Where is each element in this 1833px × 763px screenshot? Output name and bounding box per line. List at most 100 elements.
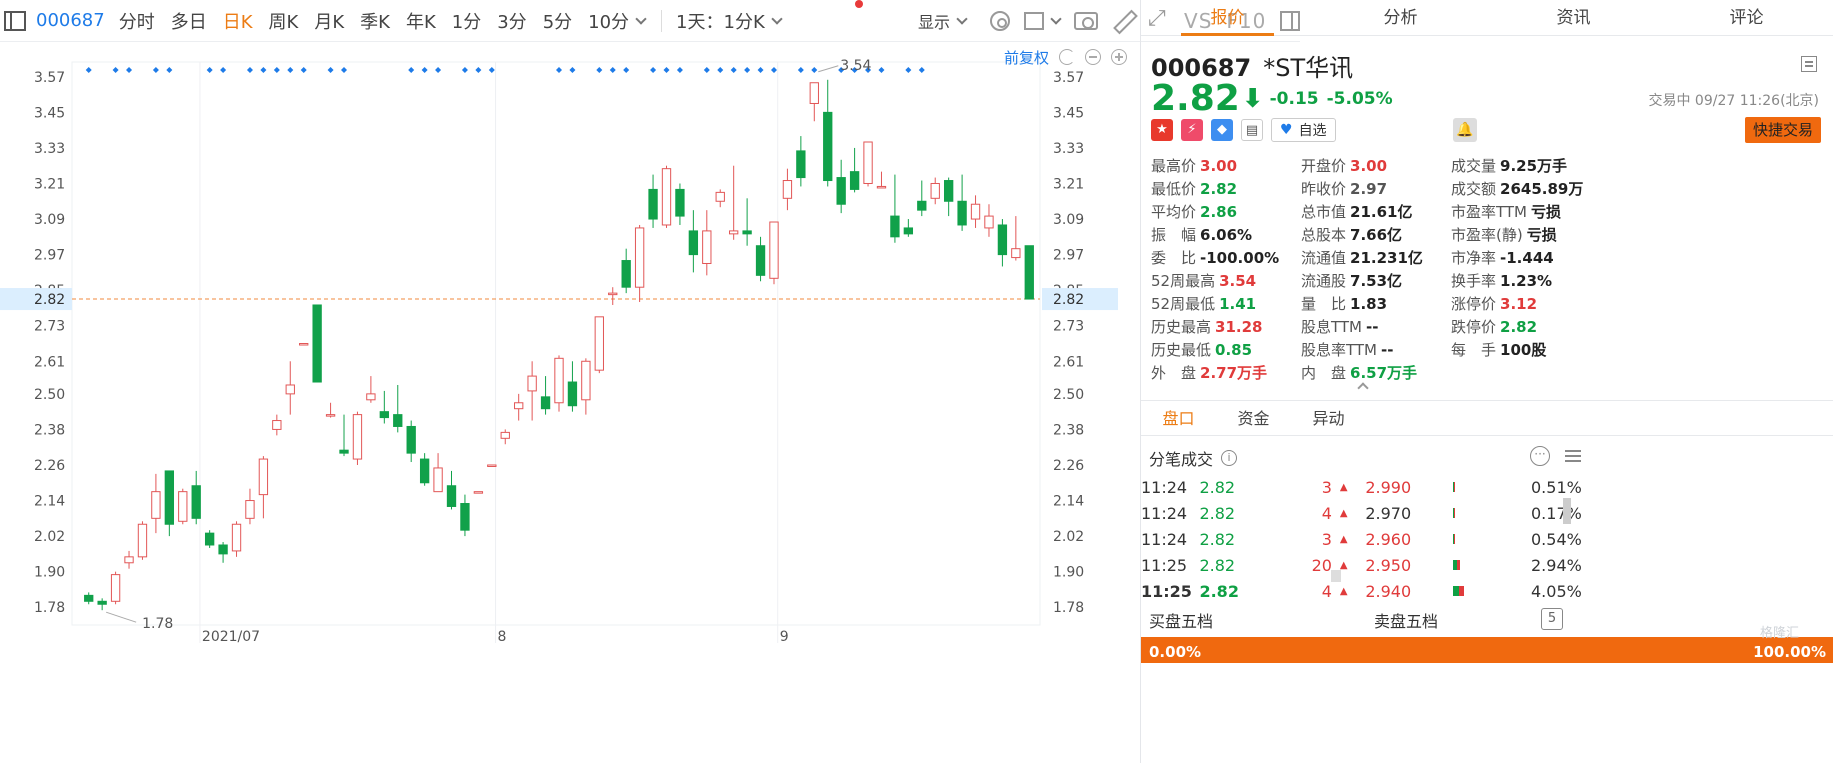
fuquan-controls: 前复权 (1004, 42, 1128, 72)
tick-volume: 3 (1321, 529, 1332, 549)
kline-chart[interactable]: 前复权 3.57 3.57 3.45 3.45 3.33 3.33 3.21 3.21 3.09… (0, 42, 1128, 763)
signal-diamond-marker (488, 67, 495, 73)
stat-value: 2.82 (1200, 179, 1238, 198)
tab-quote[interactable]: 报价 (1141, 0, 1314, 36)
tick-price: 2.82 (1199, 477, 1236, 497)
menu-icon[interactable] (1565, 450, 1581, 462)
settings-gear-icon[interactable] (990, 11, 1011, 31)
stock-header: 000687 *ST华讯 (1151, 48, 1353, 83)
f10-button[interactable]: F10 (1226, 9, 1267, 33)
stat-label: 跌停价 (1451, 318, 1497, 336)
signal-diamond-marker (421, 67, 428, 73)
flash-icon[interactable]: ⚡ (1181, 119, 1203, 141)
tab-5min[interactable]: 5分 (542, 11, 573, 33)
tab-weekly-k[interactable]: 周K (268, 11, 299, 33)
tab-quarterly-k[interactable]: 季K (360, 11, 390, 33)
quick-trade-button[interactable]: 快捷交易 (1744, 117, 1821, 143)
ratio-bar-green (1453, 508, 1455, 518)
signal-diamond-marker (461, 67, 468, 73)
bell-icon[interactable]: 🔔 (1453, 118, 1477, 142)
collapse-chevron-icon[interactable] (1357, 382, 1369, 394)
tab-10min-label: 10分 (588, 11, 630, 33)
y-tick-label-left: 2.61 (34, 354, 65, 370)
reset-icon[interactable] (1059, 49, 1076, 65)
candle-body (500, 431, 510, 439)
buy-sell-ratio-bar: 0.00% 100.00% (1141, 637, 1833, 663)
candle-body (245, 500, 255, 519)
ratio-bar-green (1453, 482, 1455, 492)
add-watchlist-button[interactable]: ♥ 自选 (1271, 118, 1336, 142)
signal-diamond-marker (260, 67, 267, 73)
five-level-icon[interactable]: 5 (1541, 608, 1563, 630)
zoom-out-icon[interactable] (1085, 49, 1102, 65)
stock-code-link[interactable]: 000687 (36, 10, 105, 31)
tick-list[interactable]: 11:24 2.82 3 ▲ 2.990 0.51% 11:24 2.82 4 ▲ 2.970 0.1… (1141, 474, 1582, 604)
y-tick-label-left: 3.33 (34, 141, 65, 157)
stat-label: 振 幅 (1151, 226, 1197, 244)
info-icon[interactable]: i (1221, 450, 1238, 466)
tick-volume: 4 (1321, 581, 1332, 601)
tick-ratio-bar (1453, 534, 1531, 544)
y-tick-label-left: 2.14 (34, 494, 65, 510)
price-band-right (1042, 288, 1118, 311)
signal-diamond-marker (166, 67, 173, 73)
signal-diamond-marker (569, 67, 576, 73)
tab-3min[interactable]: 3分 (497, 11, 527, 33)
pen-icon[interactable] (1112, 10, 1134, 32)
fuquan-toggle[interactable]: 前复权 (1004, 48, 1050, 67)
fullscreen-icon[interactable] (1148, 6, 1170, 32)
camera-icon[interactable] (1074, 12, 1099, 30)
tick-scrollbar[interactable] (1563, 498, 1571, 524)
more-options-icon[interactable]: ··· (1530, 446, 1550, 466)
signal-diamond-marker (327, 67, 334, 73)
subtab-movement[interactable]: 异动 (1312, 409, 1345, 428)
tab-daily-k[interactable]: 日K (222, 11, 253, 33)
tag-icon[interactable]: ◆ (1211, 119, 1233, 141)
tab-1min[interactable]: 1分 (451, 11, 482, 33)
stat-label: 市净率 (1451, 249, 1497, 267)
signal-diamond-marker (838, 67, 845, 73)
y-tick-label-right: 3.21 (1053, 176, 1084, 192)
interval-select[interactable]: 1天：1分K (676, 8, 783, 34)
draw-shape-dropdown[interactable] (1024, 12, 1062, 30)
tab-intraday[interactable]: 分时 (118, 11, 155, 33)
tick-time: 11:24 (1141, 477, 1188, 497)
chevron-down-icon (635, 12, 647, 25)
tab-analysis[interactable]: 分析 (1383, 8, 1418, 28)
tick-price: 2.82 (1199, 503, 1236, 523)
stat-label: 外 盘 (1151, 364, 1197, 382)
vs-compare-button[interactable]: VS (1184, 9, 1213, 33)
subtab-orderbook[interactable]: 盘口 (1162, 409, 1195, 428)
note-icon[interactable]: ▤ (1241, 119, 1263, 141)
sidebar-toggle-icon[interactable] (4, 10, 26, 31)
signal-diamond-marker (703, 67, 710, 73)
tab-10min-dropdown[interactable]: 10分 (588, 8, 647, 34)
zoom-in-icon[interactable] (1111, 49, 1128, 65)
panel-toggle-icon[interactable] (1280, 11, 1301, 31)
tab-yearly-k[interactable]: 年K (405, 11, 436, 33)
stat-label: 开盘价 (1301, 157, 1347, 175)
signal-diamond-marker (152, 67, 159, 73)
display-dropdown[interactable]: 显示 (918, 9, 968, 33)
stat-value: -1.444 (1500, 248, 1554, 267)
stat-row: 成交额 2645.89万 (1451, 177, 1583, 200)
tab-comments[interactable]: 评论 (1729, 8, 1764, 28)
signal-diamond-marker (623, 67, 630, 73)
candle-body (648, 188, 658, 220)
candle-body (473, 491, 484, 494)
subtab-fund-flow[interactable]: 资金 (1237, 409, 1270, 428)
list-icon[interactable] (1801, 56, 1817, 72)
stat-value: 21.61亿 (1350, 203, 1413, 221)
candle-body (231, 523, 242, 552)
square-icon (1024, 12, 1045, 30)
y-tick-label-left: 2.02 (34, 529, 65, 545)
tab-multiday[interactable]: 多日 (170, 11, 207, 33)
tab-monthly-k[interactable]: 月K (314, 11, 345, 33)
tab-news[interactable]: 资讯 (1556, 8, 1591, 28)
signal-diamond-marker (475, 67, 482, 73)
y-tick-label-left: 2.97 (34, 248, 65, 264)
candle-body (903, 227, 914, 235)
signal-diamond-marker (797, 67, 804, 73)
signal-diamond-marker (865, 67, 872, 73)
stat-value: 7.53亿 (1350, 272, 1403, 290)
